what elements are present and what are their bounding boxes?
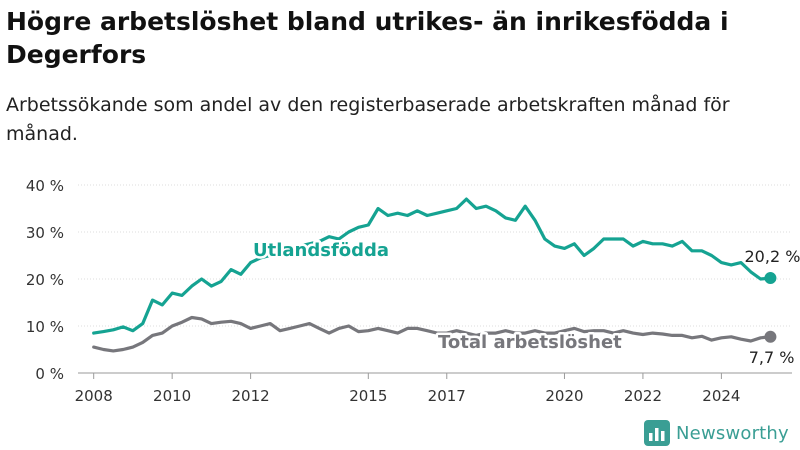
series-endpoint <box>764 330 777 343</box>
x-tick-label: 2012 <box>232 387 270 405</box>
x-tick-label: 2024 <box>702 387 740 405</box>
y-tick-label: 10 % <box>26 318 64 336</box>
y-tick-label: 40 % <box>26 177 64 195</box>
y-tick-label: 20 % <box>26 271 64 289</box>
newsworthy-logo: Newsworthy <box>644 418 789 448</box>
data-label-utlandsfodda-end: 20,2 % <box>745 247 800 266</box>
x-tick-label: 2008 <box>75 387 113 405</box>
series-label-utlandsfodda: Utlandsfödda <box>253 240 389 261</box>
series-label-total-arbetsloshet: Total arbetslöshet <box>438 332 622 353</box>
y-tick-label: 0 % <box>35 365 64 383</box>
chart-subtitle: Arbetssökande som andel av den registerb… <box>6 94 730 145</box>
x-tick-label: 2017 <box>428 387 466 405</box>
x-tick-label: 2015 <box>349 387 387 405</box>
series-endpoint <box>764 272 777 285</box>
data-label-total-end: 7,7 % <box>749 348 795 367</box>
x-tick-label: 2010 <box>153 387 191 405</box>
y-tick-label: 30 % <box>26 224 64 242</box>
bar-chart-logo-icon <box>644 420 670 446</box>
series-line-total-arbetsloshet <box>92 315 773 353</box>
series-line-utlandsfodda <box>92 197 773 335</box>
brand-name: Newsworthy <box>676 422 789 444</box>
x-tick-label: 2020 <box>545 387 583 405</box>
chart-title: Högre arbetslöshet bland utrikes- än inr… <box>6 7 729 69</box>
x-tick-label: 2022 <box>624 387 662 405</box>
